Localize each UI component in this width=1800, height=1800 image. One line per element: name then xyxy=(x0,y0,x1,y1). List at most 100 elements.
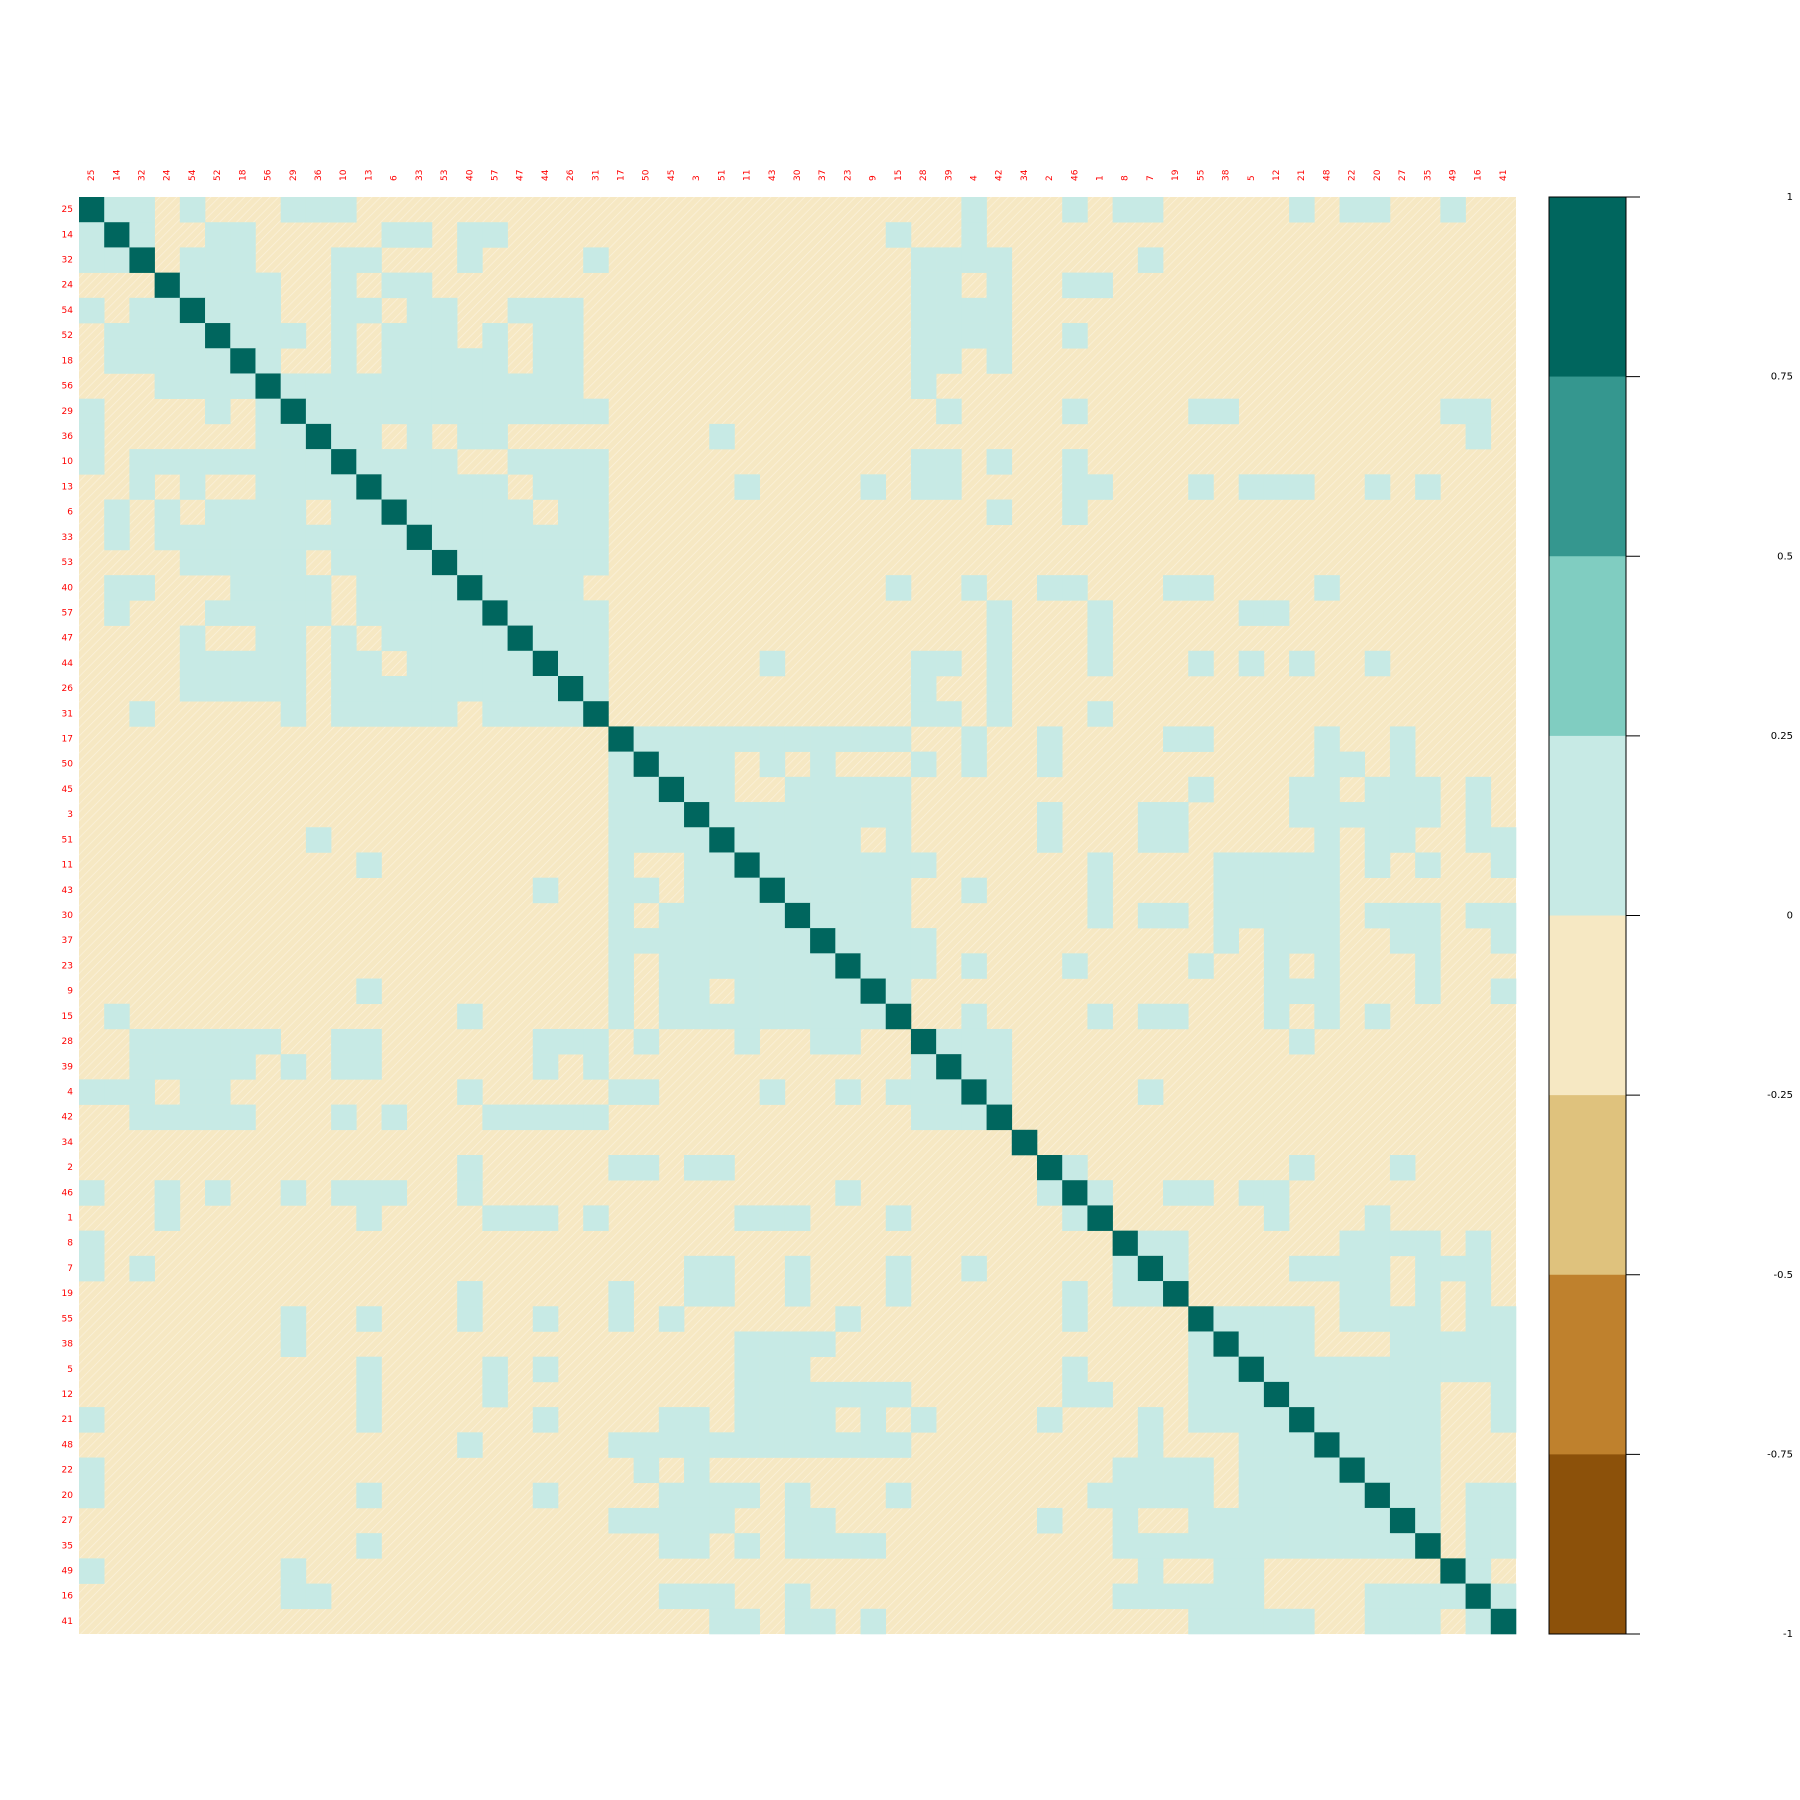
heatmap-cell xyxy=(633,827,660,853)
heatmap-cell xyxy=(457,676,483,702)
column-label: 40 xyxy=(465,169,475,181)
heatmap-cell xyxy=(1415,1432,1441,1458)
row-label: 6 xyxy=(67,508,73,518)
heatmap-cell xyxy=(381,676,408,702)
heatmap-cell xyxy=(986,701,1013,727)
heatmap-cell xyxy=(255,449,281,475)
heatmap-cell xyxy=(658,953,685,979)
heatmap-cell xyxy=(356,1180,382,1206)
heatmap-cell xyxy=(608,953,634,979)
heatmap-cell xyxy=(179,1028,206,1055)
heatmap-cell xyxy=(482,398,508,425)
heatmap-cell xyxy=(381,1104,408,1131)
heatmap-cell xyxy=(734,827,760,853)
heatmap-cell xyxy=(104,575,130,601)
heatmap-cell xyxy=(255,650,281,677)
heatmap-cell xyxy=(79,423,105,450)
heatmap-cell xyxy=(1087,625,1113,652)
row-label: 42 xyxy=(62,1113,73,1123)
heatmap-cell xyxy=(1087,1003,1113,1030)
heatmap-cell xyxy=(457,1432,483,1458)
diagonal-cell xyxy=(961,1079,987,1105)
heatmap-cell xyxy=(104,1079,130,1105)
heatmap-cell xyxy=(1364,1306,1391,1332)
heatmap-cell xyxy=(860,852,887,878)
heatmap-cell xyxy=(1263,1306,1290,1332)
heatmap-cell xyxy=(860,1003,887,1030)
heatmap-cell xyxy=(381,373,408,399)
row-label: 17 xyxy=(62,735,73,745)
heatmap-cell xyxy=(810,1331,836,1357)
heatmap-cell xyxy=(205,1104,231,1131)
heatmap-cell xyxy=(810,1533,836,1559)
heatmap-cell xyxy=(583,625,609,652)
heatmap-cell xyxy=(154,348,181,374)
heatmap-cell xyxy=(356,1533,382,1559)
heatmap-cell xyxy=(784,1507,811,1534)
heatmap-cell xyxy=(1389,1583,1416,1610)
heatmap-cell xyxy=(1314,1356,1340,1383)
heatmap-cell xyxy=(532,877,559,904)
heatmap-cell xyxy=(784,802,811,828)
heatmap-cell xyxy=(709,1583,735,1610)
heatmap-cell xyxy=(1112,1507,1139,1534)
row-label: 34 xyxy=(62,1138,74,1148)
diagonal-cell xyxy=(734,852,760,878)
heatmap-cell xyxy=(1314,877,1340,904)
heatmap-cell xyxy=(910,449,937,475)
heatmap-cell xyxy=(684,1281,710,1307)
heatmap-cell xyxy=(331,197,357,223)
diagonal-cell xyxy=(205,323,231,349)
heatmap-cell xyxy=(1037,1507,1063,1534)
heatmap-cell xyxy=(406,474,433,500)
heatmap-cell xyxy=(280,373,307,399)
heatmap-cell xyxy=(129,701,155,727)
heatmap-cell xyxy=(1490,852,1517,878)
heatmap-cell xyxy=(482,1205,508,1231)
heatmap-cell xyxy=(1389,928,1416,954)
heatmap-cell xyxy=(431,474,458,500)
heatmap-cell xyxy=(835,802,861,828)
heatmap-cell xyxy=(734,1331,760,1357)
heatmap-cell xyxy=(1364,1255,1391,1282)
heatmap-cell xyxy=(482,549,508,576)
row-label: 1 xyxy=(67,1214,73,1224)
heatmap-cell xyxy=(1137,1281,1164,1307)
row-label: 3 xyxy=(67,810,73,820)
heatmap-cell xyxy=(1137,827,1164,853)
row-label: 9 xyxy=(67,987,73,997)
heatmap-cell xyxy=(583,449,609,475)
heatmap-cell xyxy=(1364,1356,1391,1383)
diagonal-cell xyxy=(885,1003,912,1030)
heatmap-cell xyxy=(129,323,155,349)
heatmap-cell xyxy=(1163,1533,1189,1559)
heatmap-cell xyxy=(784,1003,811,1030)
heatmap-cell xyxy=(1364,650,1391,677)
heatmap-cell xyxy=(1465,1230,1492,1257)
heatmap-cell xyxy=(255,549,281,576)
heatmap-cell xyxy=(280,701,307,727)
heatmap-cell xyxy=(784,1281,811,1307)
heatmap-cell xyxy=(1087,701,1113,727)
heatmap-cell xyxy=(759,650,786,677)
column-label: 54 xyxy=(188,169,198,181)
row-label: 33 xyxy=(62,533,73,543)
heatmap-cell xyxy=(1465,1507,1492,1534)
heatmap-cell xyxy=(1389,802,1416,828)
row-label: 4 xyxy=(67,1087,73,1097)
heatmap-cell xyxy=(684,1507,710,1534)
heatmap-cell xyxy=(734,1356,760,1383)
heatmap-cell xyxy=(1415,1381,1441,1408)
column-label: 38 xyxy=(1222,169,1232,181)
heatmap-cell xyxy=(507,449,534,475)
row-label: 51 xyxy=(62,835,73,845)
heatmap-cell xyxy=(381,575,408,601)
heatmap-cell xyxy=(129,222,155,248)
row-label: 31 xyxy=(62,709,73,719)
heatmap-cell xyxy=(230,676,256,702)
heatmap-cell xyxy=(280,323,307,349)
heatmap-cell xyxy=(961,1003,987,1030)
heatmap-cell xyxy=(684,978,710,1005)
heatmap-cell xyxy=(558,398,584,425)
heatmap-cell xyxy=(1314,1482,1340,1509)
